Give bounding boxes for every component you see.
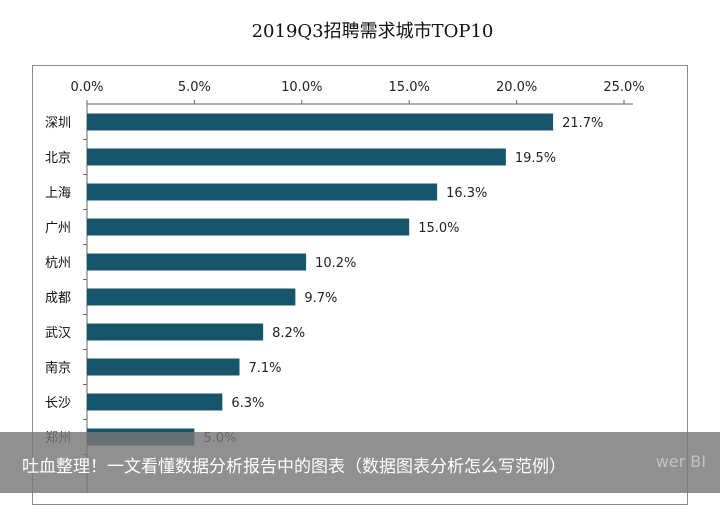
data-label: 10.2%: [315, 256, 356, 271]
bar-3: [87, 183, 438, 201]
category-label: 成都: [45, 291, 71, 306]
bar-7: [87, 323, 264, 341]
data-label: 7.1%: [249, 361, 282, 376]
data-label: 15.0%: [418, 221, 459, 236]
data-label: 9.7%: [304, 291, 337, 306]
category-label: 深圳: [45, 116, 71, 131]
category-label: 广州: [45, 221, 71, 236]
x-axis-ticks: 0.0% 5.0% 10.0% 15.0% 20.0% 25.0%: [70, 80, 645, 104]
caption-overlay: 吐血整理！一文看懂数据分析报告中的图表（数据图表分析怎么写范例） wer BI: [0, 432, 720, 493]
x-tick-label: 5.0%: [178, 80, 211, 95]
x-tick-label: 25.0%: [603, 80, 644, 95]
bar-6: [87, 288, 296, 306]
data-label: 16.3%: [446, 186, 487, 201]
bar-8: [87, 358, 240, 376]
category-label: 上海: [45, 186, 71, 201]
data-label: 6.3%: [231, 396, 264, 411]
category-label: 武汉: [45, 326, 71, 341]
category-label: 杭州: [45, 256, 71, 271]
x-tick-label: 0.0%: [70, 80, 103, 95]
data-label: 21.7%: [562, 116, 603, 131]
category-label: 长沙: [45, 396, 71, 411]
bar-4: [87, 218, 410, 236]
x-tick-label: 10.0%: [281, 80, 322, 95]
bar-5: [87, 253, 307, 271]
bars: [87, 113, 554, 446]
bar-2: [87, 148, 506, 166]
x-tick-label: 20.0%: [496, 80, 537, 95]
category-labels: 深圳北京上海广州杭州成都武汉南京长沙郑州: [45, 116, 87, 455]
bar-9: [87, 393, 223, 411]
watermark-text: wer BI: [655, 452, 706, 471]
category-label: 北京: [45, 151, 71, 166]
caption-text: 吐血整理！一文看懂数据分析报告中的图表（数据图表分析怎么写范例）: [22, 457, 566, 477]
data-label: 19.5%: [515, 151, 556, 166]
data-labels: 21.7% 19.5% 16.3% 15.0% 10.2% 9.7% 8.2% 7.1% 6.3…: [203, 116, 603, 446]
data-label: 8.2%: [272, 326, 305, 341]
chart-title: 2019Q3招聘需求城市TOP10: [251, 21, 494, 42]
bar-chart: 0.0% 5.0% 10.0% 15.0% 20.0% 25.0% 深圳北京上海广州杭州成…: [45, 80, 645, 493]
bar-1: [87, 113, 554, 131]
x-tick-label: 15.0%: [389, 80, 430, 95]
category-label: 南京: [45, 360, 71, 376]
